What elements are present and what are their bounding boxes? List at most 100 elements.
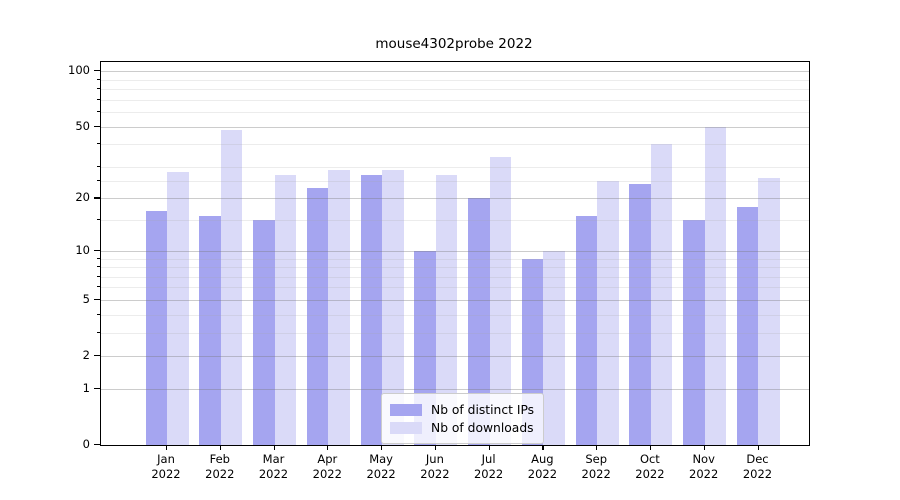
bar-distinct-ips-sep — [575, 215, 598, 445]
bar-downloads-oct — [650, 144, 673, 445]
x-tick-label-apr: Apr 2022 — [312, 452, 342, 481]
y-minor-tick-3 — [97, 331, 100, 333]
y-tick-label-5: 5 — [82, 291, 90, 306]
y-tick-100 — [94, 70, 100, 72]
bar-distinct-ips-apr — [306, 187, 329, 445]
y-tick-2 — [94, 355, 100, 357]
gridline-30 — [101, 166, 809, 168]
legend-swatch-distinct-ips — [390, 403, 422, 416]
x-tick-nov — [703, 445, 705, 450]
bar-downloads-apr — [328, 169, 350, 445]
y-minor-tick-15 — [97, 219, 100, 221]
bar-distinct-ips-dec — [736, 206, 759, 445]
y-minor-tick-40 — [97, 143, 100, 145]
legend-swatch-downloads — [390, 421, 422, 434]
legend-item-distinct-ips: Nb of distinct IPs — [390, 401, 535, 418]
plot-area — [100, 61, 810, 446]
gridline-90 — [101, 79, 809, 81]
x-tick-label-jun: Jun 2022 — [420, 452, 450, 481]
gridline-8 — [101, 267, 809, 268]
bar-downloads-jan — [167, 172, 189, 445]
x-tick-jul — [488, 445, 490, 450]
x-tick-apr — [327, 445, 329, 450]
bar-downloads-mar — [274, 175, 297, 445]
bar-distinct-ips-oct — [629, 184, 651, 445]
bar-distinct-ips-may — [360, 175, 383, 445]
y-tick-label-2: 2 — [82, 348, 90, 362]
gridline-20 — [101, 198, 809, 200]
bar-downloads-aug — [543, 250, 565, 445]
y-minor-tick-70 — [97, 98, 100, 100]
y-minor-tick-25 — [97, 180, 100, 182]
x-tick-label-jul: Jul 2022 — [473, 452, 504, 481]
gridline-9 — [101, 258, 809, 260]
x-tick-label-may: May 2022 — [366, 452, 396, 481]
x-tick-label-dec: Dec 2022 — [742, 452, 773, 481]
gridline-40 — [101, 144, 809, 146]
x-tick-oct — [649, 445, 652, 450]
y-minor-tick-30 — [97, 165, 100, 167]
y-minor-tick-9 — [97, 257, 100, 259]
y-minor-tick-90 — [97, 78, 100, 80]
legend-item-downloads: Nb of downloads — [390, 419, 535, 436]
y-minor-tick-4 — [97, 313, 100, 315]
x-tick-dec — [757, 445, 759, 450]
chart-title: mouse4302probe 2022 — [375, 36, 533, 52]
bar-distinct-ips-jan — [145, 210, 167, 445]
y-tick-20 — [94, 197, 100, 199]
legend: Nb of distinct IPs Nb of downloads — [381, 393, 544, 444]
y-tick-label-1: 1 — [82, 380, 90, 395]
y-tick-label-50: 50 — [75, 118, 90, 133]
y-tick-label-0: 0 — [82, 437, 90, 451]
y-tick-50 — [94, 125, 100, 127]
x-tick-may — [381, 445, 383, 450]
x-tick-label-jan: Jan 2022 — [151, 452, 181, 481]
gridline-4 — [101, 314, 809, 316]
gridline-80 — [101, 89, 809, 91]
bar-distinct-ips-mar — [253, 220, 275, 445]
y-minor-tick-6 — [97, 286, 100, 288]
y-tick-10 — [94, 249, 100, 251]
gridline-6 — [101, 287, 809, 289]
bar-downloads-dec — [758, 178, 780, 445]
y-tick-5 — [94, 298, 100, 301]
x-tick-label-sep: Sep 2022 — [581, 452, 611, 481]
gridline-1 — [101, 388, 809, 390]
y-tick-0 — [94, 444, 100, 446]
gridline-15 — [101, 220, 809, 222]
x-tick-jan — [166, 445, 168, 450]
gridline-3 — [101, 332, 809, 334]
x-tick-label-nov: Nov 2022 — [689, 452, 719, 481]
x-tick-label-aug: Aug 2022 — [527, 452, 558, 481]
bar-downloads-may — [382, 169, 404, 445]
y-tick-label-100: 100 — [68, 63, 90, 78]
x-tick-label-oct: Oct 2022 — [635, 452, 665, 481]
gridline-60 — [101, 112, 809, 113]
y-minor-tick-8 — [97, 266, 100, 267]
y-minor-tick-60 — [97, 111, 100, 112]
gridline-2 — [101, 356, 809, 357]
x-tick-label-feb: Feb 2022 — [205, 452, 235, 481]
y-minor-tick-7 — [97, 275, 100, 277]
x-tick-aug — [542, 445, 544, 450]
x-tick-label-mar: Mar 2022 — [258, 452, 289, 481]
gridline-7 — [101, 276, 809, 278]
y-tick-1 — [94, 387, 100, 390]
bar-downloads-feb — [220, 129, 243, 445]
y-tick-label-10: 10 — [75, 242, 90, 257]
gridline-25 — [101, 181, 809, 183]
gridline-50 — [101, 126, 809, 128]
bar-downloads-nov — [704, 126, 727, 445]
x-tick-mar — [273, 445, 275, 450]
x-tick-feb — [219, 445, 221, 450]
bar-distinct-ips-feb — [199, 215, 221, 445]
gridline-10 — [101, 250, 809, 252]
y-minor-tick-80 — [97, 88, 100, 90]
x-tick-jun — [434, 445, 437, 450]
y-tick-label-20: 20 — [75, 190, 90, 205]
legend-label-distinct-ips: Nb of distinct IPs — [431, 402, 535, 417]
bar-downloads-jul — [489, 157, 512, 445]
x-tick-sep — [596, 445, 598, 450]
bar-downloads-sep — [597, 181, 619, 445]
